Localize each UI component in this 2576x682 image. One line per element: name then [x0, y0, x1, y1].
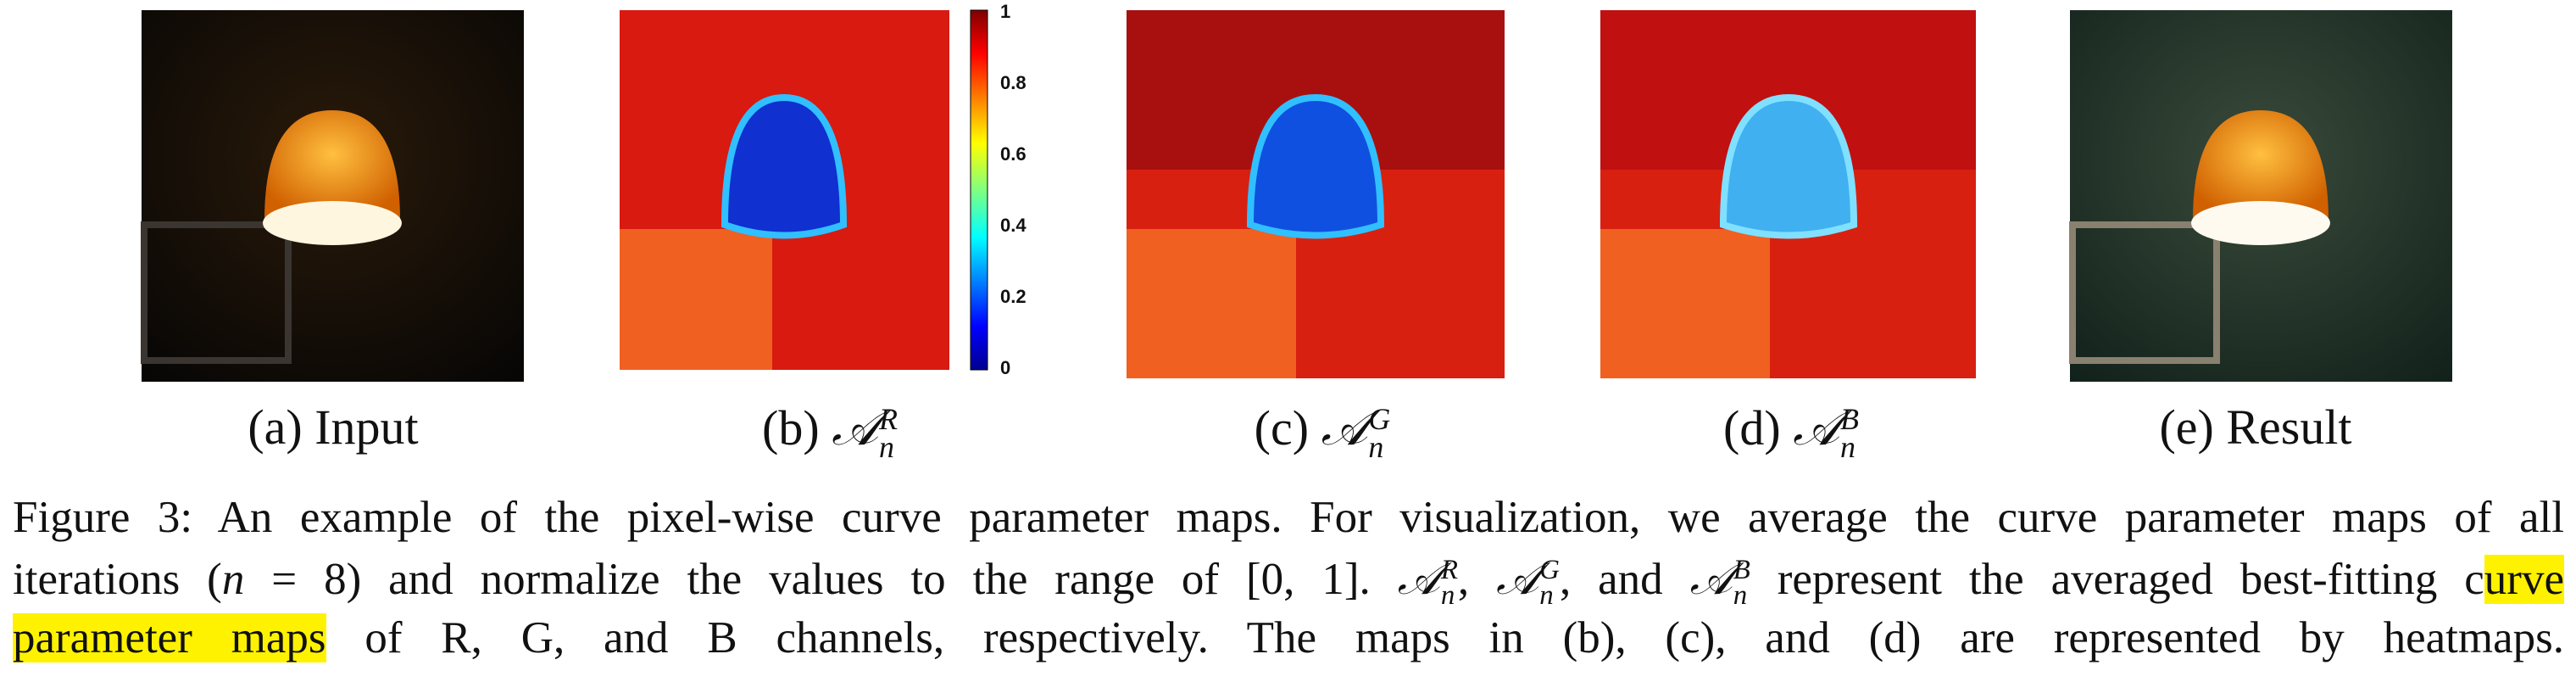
colorbar-tick: 0.6 [1000, 143, 1027, 165]
caption-text: represent the averaged best-fitting c [1750, 555, 2484, 604]
script-a: 𝒜 [1321, 399, 1368, 456]
colorbar-tick: 0 [1000, 357, 1011, 378]
caption-text: , and [1559, 555, 1690, 604]
caption-text: of R, G, and B channels, respectively. T… [325, 613, 2564, 662]
panel-label: Result [2226, 400, 2352, 455]
highlighted-text: urve [2484, 555, 2564, 604]
heatmap-r [620, 10, 949, 370]
subscript: n [1733, 579, 1748, 611]
colorbar-tick: 0.8 [1000, 72, 1027, 93]
highlighted-text: parameter maps [13, 613, 326, 662]
heatmap-b [1600, 10, 1976, 378]
figure-images [141, 9, 2452, 382]
superscript: R [879, 402, 898, 437]
panel-letter: (a) [248, 400, 303, 455]
subscript: n [1440, 579, 1455, 611]
subscript: n [1539, 579, 1554, 611]
script-a: 𝒜 [1793, 399, 1840, 456]
colorbar-tick: 0.4 [1000, 215, 1027, 236]
caption-line: Figure 3: An example of the pixel-wise c… [13, 492, 2564, 543]
superscript: R [1440, 555, 1458, 586]
superscript: G [1539, 555, 1560, 586]
panel-letter: (c) [1254, 400, 1310, 456]
superscript: B [1840, 402, 1859, 437]
result-image [2069, 10, 2452, 382]
colorbar-tick: 0.2 [1000, 286, 1027, 307]
panel-label: Input [314, 400, 419, 455]
colorbar-tick: 1 [1000, 1, 1011, 22]
caption-line: parameter maps of R, G, and B channels, … [13, 612, 2564, 663]
subcaption: (e) Result [2159, 399, 2351, 456]
heatmap-g [1127, 10, 1505, 378]
caption-text: , [1457, 555, 1497, 604]
script-a: 𝒜 [1496, 553, 1539, 605]
input-image [141, 10, 524, 382]
subcaption: (a) Input [248, 399, 418, 456]
caption-text: = 8) and normalize the values to the ran… [244, 555, 1398, 604]
panel-letter: (d) [1723, 400, 1781, 456]
script-a: 𝒜 [832, 399, 879, 456]
math-var: n [221, 555, 245, 604]
script-a: 𝒜 [1397, 553, 1440, 605]
superscript: B [1733, 555, 1750, 586]
colorbar [970, 9, 988, 371]
caption-text: Figure 3: An example of the pixel-wise c… [13, 493, 2564, 542]
superscript: G [1368, 402, 1391, 437]
caption-text: iterations ( [13, 555, 222, 604]
subscript: n [1368, 429, 1384, 464]
caption-line: iterations (n = 8) and normalize the val… [13, 553, 2564, 609]
panel-letter: (b) [762, 400, 820, 456]
panel-letter: (e) [2159, 400, 2214, 455]
subscript: n [879, 429, 895, 464]
script-a: 𝒜 [1689, 553, 1733, 605]
subscript: n [1840, 429, 1856, 464]
